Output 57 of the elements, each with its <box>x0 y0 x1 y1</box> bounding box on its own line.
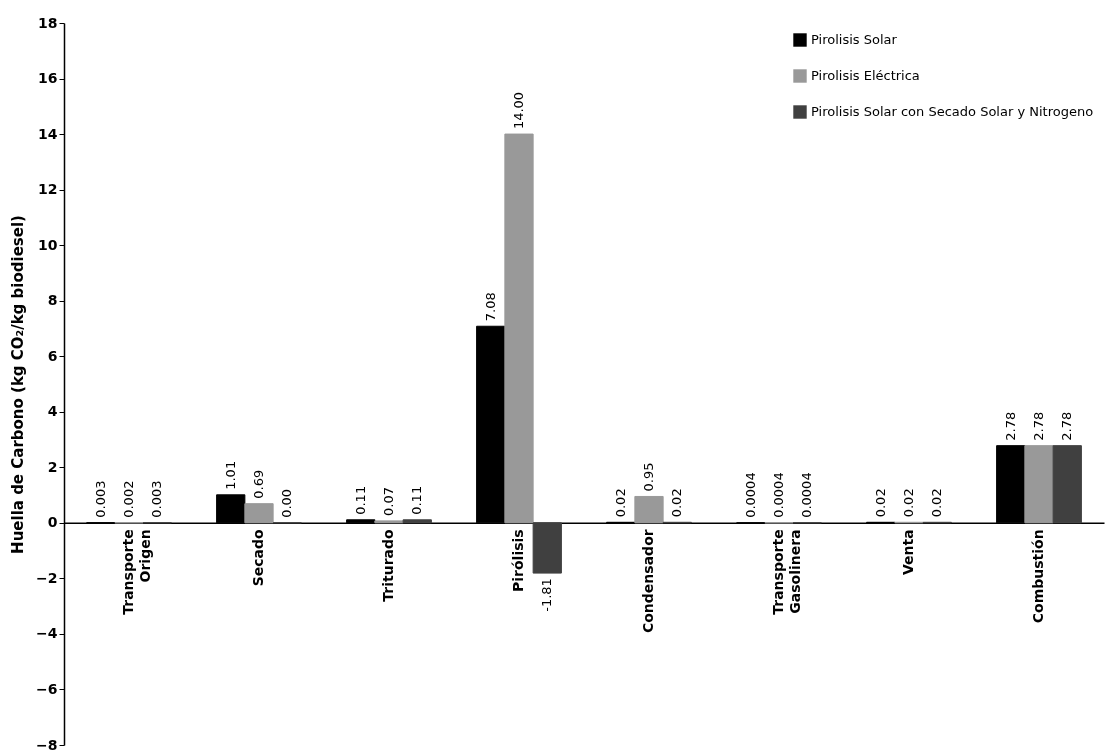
y-tick-label: −8 <box>36 736 58 753</box>
data-label: 14.00 <box>511 91 526 130</box>
y-tick-label: −4 <box>36 625 58 642</box>
data-label: 2.78 <box>1002 411 1018 441</box>
bar <box>532 522 562 574</box>
y-tick-label: 18 <box>38 14 58 31</box>
x-tick-label: Pirólisis <box>510 529 526 592</box>
data-label: 0.95 <box>641 462 656 492</box>
data-label: 0.02 <box>929 488 945 518</box>
data-label: 0.0004 <box>742 472 758 518</box>
y-tick-label: 8 <box>47 292 58 309</box>
y-axis-title: Huella de Carbono (kg CO₂/kg biodiesel) <box>9 215 28 554</box>
x-tick-label: Venta <box>900 529 916 576</box>
bar <box>504 133 534 524</box>
x-tick-label: Combustión <box>1030 529 1046 624</box>
y-tick-label: 0 <box>47 514 58 531</box>
y-tick-label: 6 <box>47 347 58 364</box>
data-label: 0.02 <box>901 488 916 518</box>
y-tick-label: 4 <box>47 403 58 420</box>
data-label: -1.81 <box>539 578 555 612</box>
y-tick-label: −6 <box>36 680 58 697</box>
x-tick-label: Transporte Gasolinera <box>770 529 803 615</box>
data-label: 0.11 <box>352 485 368 515</box>
data-label: 0.00 <box>279 488 295 518</box>
data-label: 0.003 <box>149 480 165 518</box>
y-tick-label: 10 <box>38 236 58 253</box>
x-tick-label: Triturado <box>380 528 396 602</box>
data-label: 0.07 <box>381 486 396 516</box>
legend-label: Pirolisis Eléctrica <box>811 68 920 83</box>
data-label: 2.78 <box>1059 411 1075 441</box>
data-label: 0.002 <box>121 480 136 518</box>
data-label: 0.69 <box>251 469 266 499</box>
data-label: 7.08 <box>482 292 498 322</box>
data-label: 0.02 <box>872 488 888 518</box>
y-tick-label: −2 <box>36 569 58 586</box>
data-label: 0.11 <box>409 485 425 515</box>
legend-label: Pirolisis Solar <box>811 32 898 47</box>
data-label: 0.0004 <box>771 472 786 518</box>
bar <box>244 503 274 524</box>
x-tick-label: Secado <box>250 528 266 587</box>
y-tick-label: 12 <box>38 181 58 198</box>
bar <box>1024 445 1054 524</box>
data-label: 0.02 <box>612 488 628 518</box>
data-label: 2.78 <box>1031 411 1046 441</box>
data-label: 0.0004 <box>799 472 815 518</box>
bar <box>1052 445 1082 524</box>
y-tick-label: 2 <box>47 458 58 475</box>
x-tick-label: Condensador <box>640 529 656 634</box>
bar <box>634 495 664 524</box>
x-tick-label: Transporte Origen <box>120 529 153 615</box>
y-tick-label: 16 <box>38 70 58 87</box>
y-tick-label: 14 <box>38 125 58 142</box>
data-label: 1.01 <box>222 460 238 490</box>
data-label: 0.003 <box>92 480 108 518</box>
data-label: 0.02 <box>669 488 685 518</box>
bar <box>402 519 432 524</box>
legend-label: Pirolisis Solar con Secado Solar y Nitrogeno <box>811 104 1094 119</box>
